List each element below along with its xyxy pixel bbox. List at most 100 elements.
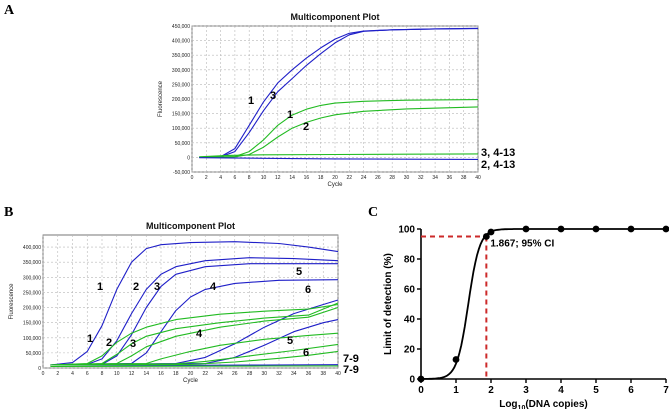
panel-a-y-axis-label: Fluorescence [158,80,164,117]
panel-a-x-tick-label: 32 [418,175,424,181]
panel-c-x-tick-label: 6 [628,385,634,396]
panel-a-x-tick-label: 40 [475,175,481,181]
panel-b-series-line-1 [50,303,339,366]
panel-b-y-tick-label: 200,000 [23,306,41,312]
panel-c-y-tick-label: 0 [409,375,415,386]
panel-a-curve-label: 2, 4-13 [481,159,515,171]
panel-b-x-tick-label: 4 [71,371,74,377]
panel-a-curve-label: 1 [287,109,293,121]
panel-c-data-point [592,225,600,233]
panel-c-x-tick-label: 4 [558,385,564,396]
panel-b-curve-label: 6 [305,284,311,296]
panel-b-x-tick-label: 6 [86,371,89,377]
panel-b-x-tick-label: 22 [202,371,208,377]
panel-b-curve-label: 2 [106,337,112,349]
panel-b-x-tick-label: 14 [143,371,149,377]
panel-a-y-tick-label: -50,000 [173,170,190,176]
panel-b-series-line-7-9 [50,365,339,368]
panel-a-x-tick-label: 26 [375,175,381,181]
panel-b-y-tick-label: 350,000 [23,260,41,266]
panel-b-series-line-5 [50,299,339,366]
panel-a-series-line-1 [199,99,479,158]
panel-a-curve-label: 2 [303,121,309,133]
panel-b-series-line-5 [50,343,339,366]
panel-a-y-tick-label: 50,000 [175,141,191,147]
panel-a-y-tick-label: 250,000 [172,82,190,88]
panel-b-curve-label: 7-9 [343,364,359,376]
panel-c-y-axis-label: Limit of detection (%) [383,253,394,355]
panel-b-curve-label: 1 [97,281,103,293]
panel-b-x-tick-label: 38 [320,371,326,377]
panel-c-x-tick-label: 5 [593,385,599,396]
panel-b-x-tick-label: 32 [276,371,282,377]
panel-c-lod-annotation: 1.867; 95% CI [490,239,554,250]
panel-label-c: C [368,205,378,220]
panel-b-curve-label: 1 [87,333,93,345]
panel-a-x-tick-label: 10 [261,175,267,181]
panel-a-x-tick-label: 0 [191,175,194,181]
panel-b-curve-label: 5 [296,266,302,278]
panel-a-x-tick-label: 6 [234,175,237,181]
panel-b-x-tick-label: 2 [56,371,59,377]
panel-a-y-tick-label: 350,000 [172,53,190,59]
panel-c-data-point [557,225,565,233]
panel-b-series-line-3 [50,263,338,366]
panel-b-x-tick-label: 0 [42,371,45,377]
panel-b-curve-label: 4 [210,281,217,293]
panel-b-x-tick-label: 8 [101,371,104,377]
panel-b-x-tick-label: 16 [158,371,164,377]
panel-b-series-line-4 [50,332,339,366]
panel-b-y-tick-label: 50,000 [26,351,42,357]
panel-a-y-tick-label: 200,000 [172,97,190,103]
panel-b-x-tick-label: 24 [217,371,223,377]
panel-b-x-tick-label: 36 [306,371,312,377]
panel-a-x-tick-label: 16 [304,175,310,181]
panel-a-x-axis-label: Cycle [327,182,343,188]
panel-b-y-tick-label: 400,000 [23,245,41,251]
panel-b-series-line-6 [50,350,339,366]
panel-b-curve-label: 7-9 [343,353,359,365]
panel-a-x-tick-label: 22 [347,175,353,181]
panel-b-series-line-2 [50,257,339,366]
panel-b-curve-label: 5 [287,335,293,347]
panel-c-data-point [417,375,425,383]
panel-b-x-tick-label: 26 [232,371,238,377]
panel-b-series-line-4 [50,279,339,366]
panel-a-series-line-3 [199,28,479,158]
panel-b-series-line-1 [50,241,339,366]
panel-c-y-tick-label: 20 [404,345,416,356]
panel-c-x-tick-label: 7 [663,385,669,396]
panel-a-curve-label: 3 [270,90,276,102]
panel-b-x-tick-label: 12 [129,371,135,377]
panel-c-x-label-tail: (DNA copies) [525,399,587,409]
panel-a-series-line-3-4-13 [199,153,479,158]
panel-c-data-point [627,225,635,233]
panel-c-x-axis-label: Log10(DNA copies) [499,399,588,409]
panel-b-series-line-2 [50,302,339,366]
panel-b-plot-frame [42,234,339,369]
panel-a-x-tick-label: 2 [205,175,208,181]
panel-a-x-tick-label: 36 [447,175,453,181]
panel-a-x-tick-label: 28 [389,175,395,181]
panel-c-y-tick-label: 40 [404,315,416,326]
panel-b-x-tick-label: 34 [291,371,297,377]
panel-a-y-tick-label: 100,000 [172,126,190,132]
panel-b-x-tick-label: 20 [188,371,194,377]
panel-a-y-tick-label: 0 [187,155,190,161]
panel-a-x-tick-label: 14 [289,175,295,181]
panel-c-y-tick-label: 80 [404,255,416,266]
panel-c-fit-curve [421,228,666,380]
panel-c-data-point [522,225,530,233]
panel-b-title: Multicomponent Plot [146,221,235,231]
panel-a-title: Multicomponent Plot [291,12,380,22]
panel-c-x-tick-label: 1 [453,385,459,396]
panel-b-x-axis-label: Cycle [183,378,199,384]
panel-a-y-tick-label: 300,000 [172,68,190,74]
panel-a-x-tick-label: 24 [361,175,367,181]
panel-c-x-label-main: Log [499,399,517,409]
panel-a-curve-label: 3, 4-13 [481,147,515,159]
panel-b-curve-label: 4 [196,328,203,340]
panel-label-a: A [4,3,15,18]
panel-b-x-tick-label: 40 [335,371,341,377]
panel-c-y-tick-label: 100 [398,225,415,236]
